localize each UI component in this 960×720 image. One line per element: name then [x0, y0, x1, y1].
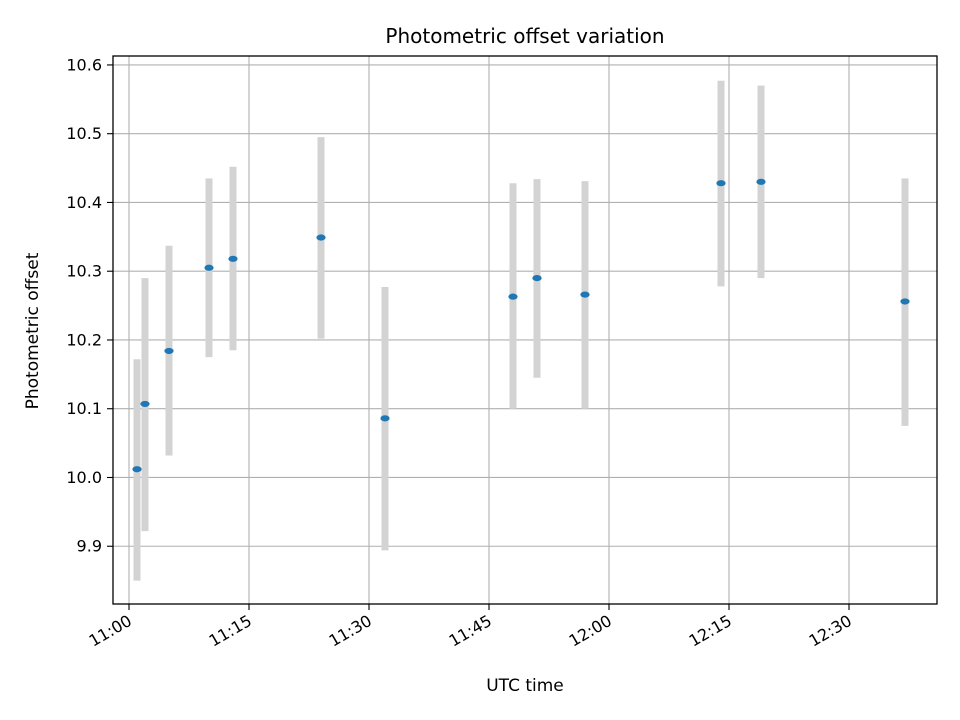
data-point [532, 274, 542, 282]
y-tick-label: 10.1 [66, 399, 102, 418]
data-point [900, 298, 910, 305]
x-axis-label: UTC time [486, 676, 564, 696]
data-point [508, 293, 518, 300]
data-point [132, 466, 142, 473]
data-point [164, 347, 174, 355]
data-point [380, 415, 390, 422]
y-tick-label: 10.2 [66, 330, 102, 349]
data-point [580, 291, 590, 298]
data-point [316, 234, 326, 241]
y-tick-label: 10.4 [66, 193, 102, 212]
y-tick-label: 10.5 [66, 124, 102, 143]
y-tick-label: 10.6 [66, 55, 102, 74]
data-point [140, 400, 150, 408]
data-point [204, 264, 214, 271]
y-tick-label: 10.3 [66, 262, 102, 281]
y-tick-label: 9.9 [77, 537, 102, 556]
data-point [716, 180, 726, 187]
y-tick-label: 10.0 [66, 468, 102, 487]
data-point [228, 255, 238, 262]
y-axis-label: Photometric offset [23, 252, 43, 409]
data-point [756, 178, 766, 185]
plot-frame [112, 55, 938, 605]
chart-title: Photometric offset variation [385, 24, 664, 48]
grid [113, 56, 937, 604]
data-points [132, 178, 910, 473]
